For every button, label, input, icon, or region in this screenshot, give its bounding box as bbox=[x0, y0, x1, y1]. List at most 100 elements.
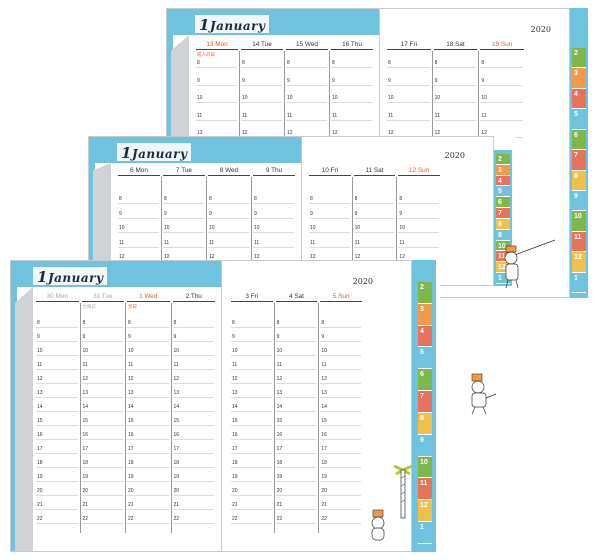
month-tab[interactable]: 3 bbox=[418, 303, 432, 326]
time-slot[interactable] bbox=[309, 246, 350, 248]
time-slot[interactable] bbox=[172, 425, 214, 426]
time-slot[interactable] bbox=[172, 523, 214, 524]
time-slot[interactable] bbox=[81, 411, 123, 412]
time-slot[interactable] bbox=[275, 509, 317, 510]
month-tab[interactable]: 8 bbox=[496, 218, 510, 230]
time-slot[interactable] bbox=[331, 119, 372, 121]
time-slot[interactable] bbox=[163, 203, 204, 204]
time-slot[interactable] bbox=[241, 84, 282, 86]
month-tab[interactable]: 10 bbox=[418, 456, 432, 479]
time-slot[interactable] bbox=[241, 119, 282, 121]
time-slot[interactable] bbox=[231, 467, 272, 468]
time-slot[interactable] bbox=[163, 217, 204, 219]
time-slot[interactable] bbox=[36, 453, 78, 454]
month-tab[interactable]: 6 bbox=[496, 197, 510, 209]
time-slot[interactable] bbox=[433, 119, 477, 121]
month-tab[interactable]: 2 bbox=[418, 282, 432, 304]
time-slot[interactable] bbox=[398, 203, 439, 204]
time-slot[interactable] bbox=[231, 383, 272, 384]
month-tab[interactable]: 3 bbox=[572, 68, 586, 89]
time-slot[interactable] bbox=[127, 467, 169, 468]
month-tab[interactable]: 5 bbox=[418, 347, 432, 370]
time-slot[interactable] bbox=[163, 246, 204, 248]
time-slot[interactable] bbox=[309, 203, 350, 204]
time-slot[interactable] bbox=[196, 102, 237, 103]
time-slot[interactable] bbox=[81, 509, 123, 510]
time-slot[interactable] bbox=[275, 397, 317, 398]
time-slot[interactable] bbox=[286, 102, 327, 103]
time-slot[interactable] bbox=[309, 217, 350, 219]
time-slot[interactable] bbox=[36, 369, 78, 370]
time-slot[interactable] bbox=[253, 232, 294, 233]
time-slot[interactable] bbox=[81, 495, 123, 496]
month-tab[interactable]: 10 bbox=[572, 211, 586, 232]
time-slot[interactable] bbox=[81, 369, 123, 370]
time-slot[interactable] bbox=[172, 467, 214, 468]
month-tab[interactable]: 7 bbox=[496, 208, 510, 219]
time-slot[interactable] bbox=[275, 369, 317, 370]
time-slot[interactable] bbox=[275, 411, 317, 412]
time-slot[interactable] bbox=[231, 495, 272, 496]
time-slot[interactable] bbox=[172, 439, 214, 440]
month-tab[interactable]: 11 bbox=[496, 251, 510, 263]
time-slot[interactable] bbox=[309, 232, 350, 233]
time-slot[interactable] bbox=[172, 369, 214, 370]
time-slot[interactable] bbox=[118, 246, 159, 248]
time-slot[interactable] bbox=[433, 102, 477, 103]
time-slot[interactable] bbox=[118, 232, 159, 233]
time-slot[interactable] bbox=[127, 397, 169, 398]
time-slot[interactable] bbox=[275, 327, 317, 328]
time-slot[interactable] bbox=[36, 439, 78, 440]
month-tab[interactable]: 2 bbox=[572, 48, 586, 69]
month-tabs[interactable]: 2 3 4 5 6 7 8 9 10 11 12 1 bbox=[418, 282, 432, 544]
time-slot[interactable] bbox=[275, 453, 317, 454]
time-slot[interactable] bbox=[231, 453, 272, 454]
time-slot[interactable] bbox=[127, 369, 169, 370]
time-slot[interactable] bbox=[433, 67, 477, 68]
time-slot[interactable] bbox=[275, 425, 317, 426]
month-tab[interactable]: 2 bbox=[496, 154, 510, 165]
time-slot[interactable] bbox=[127, 425, 169, 426]
time-slot[interactable] bbox=[275, 341, 317, 342]
time-slot[interactable] bbox=[163, 232, 204, 233]
time-slot[interactable] bbox=[320, 523, 361, 524]
time-slot[interactable] bbox=[241, 67, 282, 68]
time-slot[interactable] bbox=[208, 232, 249, 233]
time-slot[interactable] bbox=[81, 523, 123, 524]
time-slot[interactable] bbox=[81, 327, 123, 328]
time-slot[interactable] bbox=[433, 84, 477, 86]
month-tab[interactable]: 6 bbox=[418, 369, 432, 392]
month-tab[interactable]: 5 bbox=[496, 186, 510, 198]
time-slot[interactable] bbox=[286, 119, 327, 121]
time-slot[interactable] bbox=[127, 411, 169, 412]
time-slot[interactable] bbox=[480, 67, 523, 68]
time-slot[interactable] bbox=[480, 102, 523, 103]
time-slot[interactable] bbox=[172, 453, 214, 454]
time-slot[interactable] bbox=[320, 481, 361, 482]
time-slot[interactable] bbox=[208, 217, 249, 219]
time-slot[interactable] bbox=[387, 119, 430, 121]
time-slot[interactable] bbox=[320, 453, 361, 454]
time-slot[interactable] bbox=[81, 467, 123, 468]
time-slot[interactable] bbox=[231, 439, 272, 440]
time-slot[interactable] bbox=[127, 523, 169, 524]
time-slot[interactable] bbox=[127, 509, 169, 510]
time-slot[interactable] bbox=[81, 355, 123, 356]
time-slot[interactable] bbox=[353, 246, 395, 248]
time-slot[interactable] bbox=[81, 341, 123, 342]
month-tab[interactable]: 12 bbox=[572, 252, 586, 273]
month-tab[interactable]: 3 bbox=[496, 164, 510, 176]
time-slot[interactable] bbox=[331, 84, 372, 86]
month-tab[interactable]: 9 bbox=[572, 190, 586, 212]
time-slot[interactable] bbox=[172, 397, 214, 398]
time-slot[interactable] bbox=[275, 383, 317, 384]
time-slot[interactable] bbox=[172, 509, 214, 510]
time-slot[interactable] bbox=[172, 481, 214, 482]
time-slot[interactable] bbox=[286, 67, 327, 68]
time-slot[interactable] bbox=[36, 355, 78, 356]
time-slot[interactable] bbox=[320, 383, 361, 384]
time-slot[interactable] bbox=[231, 355, 272, 356]
time-slot[interactable] bbox=[275, 523, 317, 524]
time-slot[interactable] bbox=[196, 84, 237, 86]
time-slot[interactable] bbox=[81, 425, 123, 426]
